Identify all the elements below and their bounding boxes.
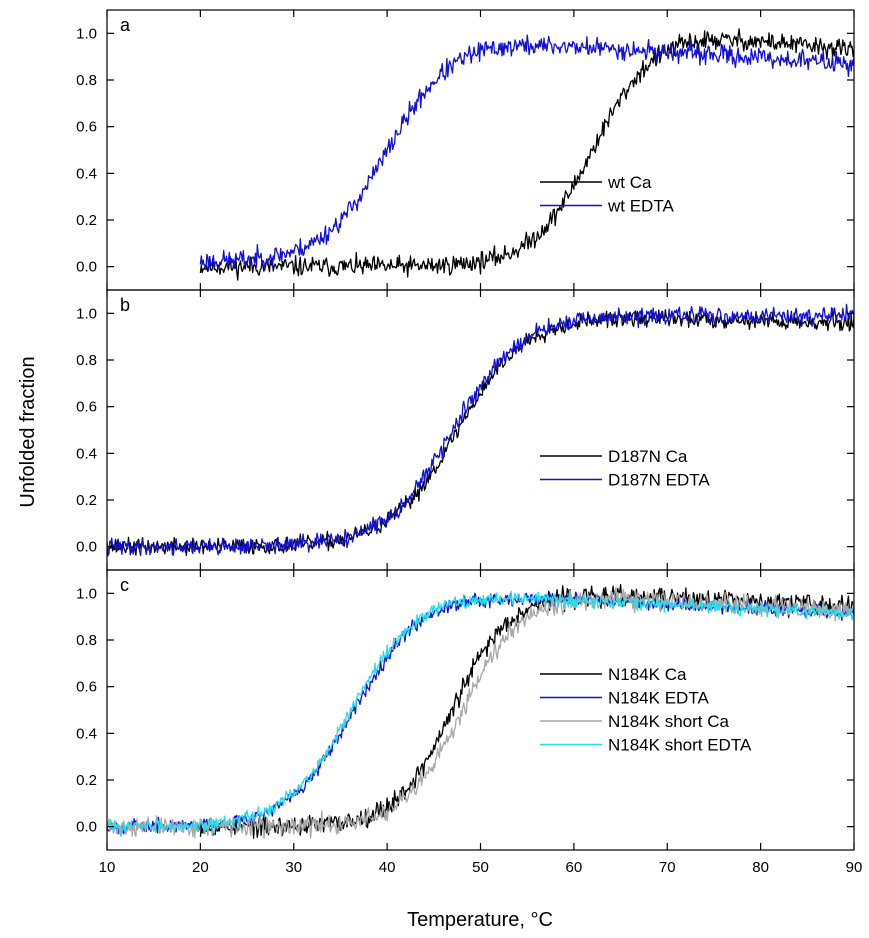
y-tick-label: 0.0 bbox=[76, 819, 97, 836]
series-line-n184k-ca bbox=[199, 584, 854, 839]
series-group bbox=[199, 28, 854, 281]
legend-label: N184K short EDTA bbox=[608, 736, 752, 755]
y-tick-label: 0.0 bbox=[76, 259, 97, 276]
series-line-wt-edta bbox=[199, 34, 854, 271]
series-line-d187n-ca bbox=[107, 309, 854, 557]
plot-frame bbox=[106, 569, 855, 851]
x-tick-label: 90 bbox=[846, 859, 863, 876]
y-tick-label: 1.0 bbox=[76, 305, 97, 322]
series-line-wt-ca bbox=[199, 28, 854, 281]
legend-label: N184K short Ca bbox=[608, 712, 729, 731]
y-tick-label: 0.6 bbox=[76, 679, 97, 696]
x-tick-label: 80 bbox=[752, 859, 769, 876]
legend-label: D187N Ca bbox=[608, 447, 688, 466]
panel-b: 0.0 0.2 0.4 0.6 0.8 1.0 b D187N Ca D187N EDTA bbox=[76, 289, 855, 571]
chart-panels: 0.0 0.2 0.4 0.6 0.8 1.0 a wt Ca wt EDTA 0.0 0.2 0.4… bbox=[76, 9, 863, 876]
panel-letter: a bbox=[120, 15, 131, 35]
legend: D187N Ca D187N EDTA bbox=[540, 447, 710, 490]
series-line-n184k-short-edta bbox=[107, 590, 854, 836]
panel-letter: c bbox=[120, 575, 129, 595]
y-tick-label: 0.8 bbox=[76, 72, 97, 89]
x-tick-label: 10 bbox=[99, 859, 116, 876]
y-tick-label: 0.2 bbox=[76, 212, 97, 229]
y-tick-label: 0.8 bbox=[76, 352, 97, 369]
legend: N184K Ca N184K EDTA N184K short Ca N184K sh… bbox=[540, 665, 752, 755]
series-line-d187n-edta bbox=[107, 303, 854, 557]
y-tick-label: 0.4 bbox=[76, 445, 97, 462]
plot-frame bbox=[106, 289, 855, 571]
x-tick-label: 60 bbox=[566, 859, 583, 876]
y-tick-label: 0.4 bbox=[76, 165, 97, 182]
y-axis-title: Unfolded fraction bbox=[17, 356, 39, 507]
y-tick-label: 1.0 bbox=[76, 585, 97, 602]
y-tick-label: 0.6 bbox=[76, 399, 97, 416]
x-tick-label: 30 bbox=[285, 859, 302, 876]
legend-label: N184K EDTA bbox=[608, 689, 709, 708]
x-tick-label: 20 bbox=[192, 859, 209, 876]
panel-a: 0.0 0.2 0.4 0.6 0.8 1.0 a wt Ca wt EDTA bbox=[76, 9, 855, 291]
y-tick-label: 0.8 bbox=[76, 632, 97, 649]
series-group bbox=[107, 584, 854, 839]
panel-letter: b bbox=[120, 295, 130, 315]
series-line-n184k-short-ca bbox=[107, 586, 854, 839]
y-tick-label: 0.2 bbox=[76, 492, 97, 509]
legend-label: wt EDTA bbox=[607, 197, 674, 216]
x-tick-label: 70 bbox=[659, 859, 676, 876]
y-tick-label: 1.0 bbox=[76, 25, 97, 42]
x-axis-title: Temperature, °C bbox=[407, 909, 553, 931]
series-line-n184k-edta bbox=[107, 591, 854, 835]
legend: wt Ca wt EDTA bbox=[540, 173, 674, 216]
series-group bbox=[107, 303, 854, 557]
x-tick-label: 50 bbox=[472, 859, 489, 876]
legend-label: wt Ca bbox=[607, 173, 652, 192]
y-tick-label: 0.0 bbox=[76, 539, 97, 556]
panel-c: 0.0 0.2 0.4 0.6 0.8 1.0 10 20 30 40 50 60 70 80 90 c N18… bbox=[76, 569, 863, 876]
y-tick-label: 0.4 bbox=[76, 725, 97, 742]
y-tick-label: 0.6 bbox=[76, 119, 97, 136]
legend-label: D187N EDTA bbox=[608, 471, 710, 490]
x-tick-label: 40 bbox=[379, 859, 396, 876]
legend-label: N184K Ca bbox=[608, 665, 687, 684]
y-tick-label: 0.2 bbox=[76, 772, 97, 789]
